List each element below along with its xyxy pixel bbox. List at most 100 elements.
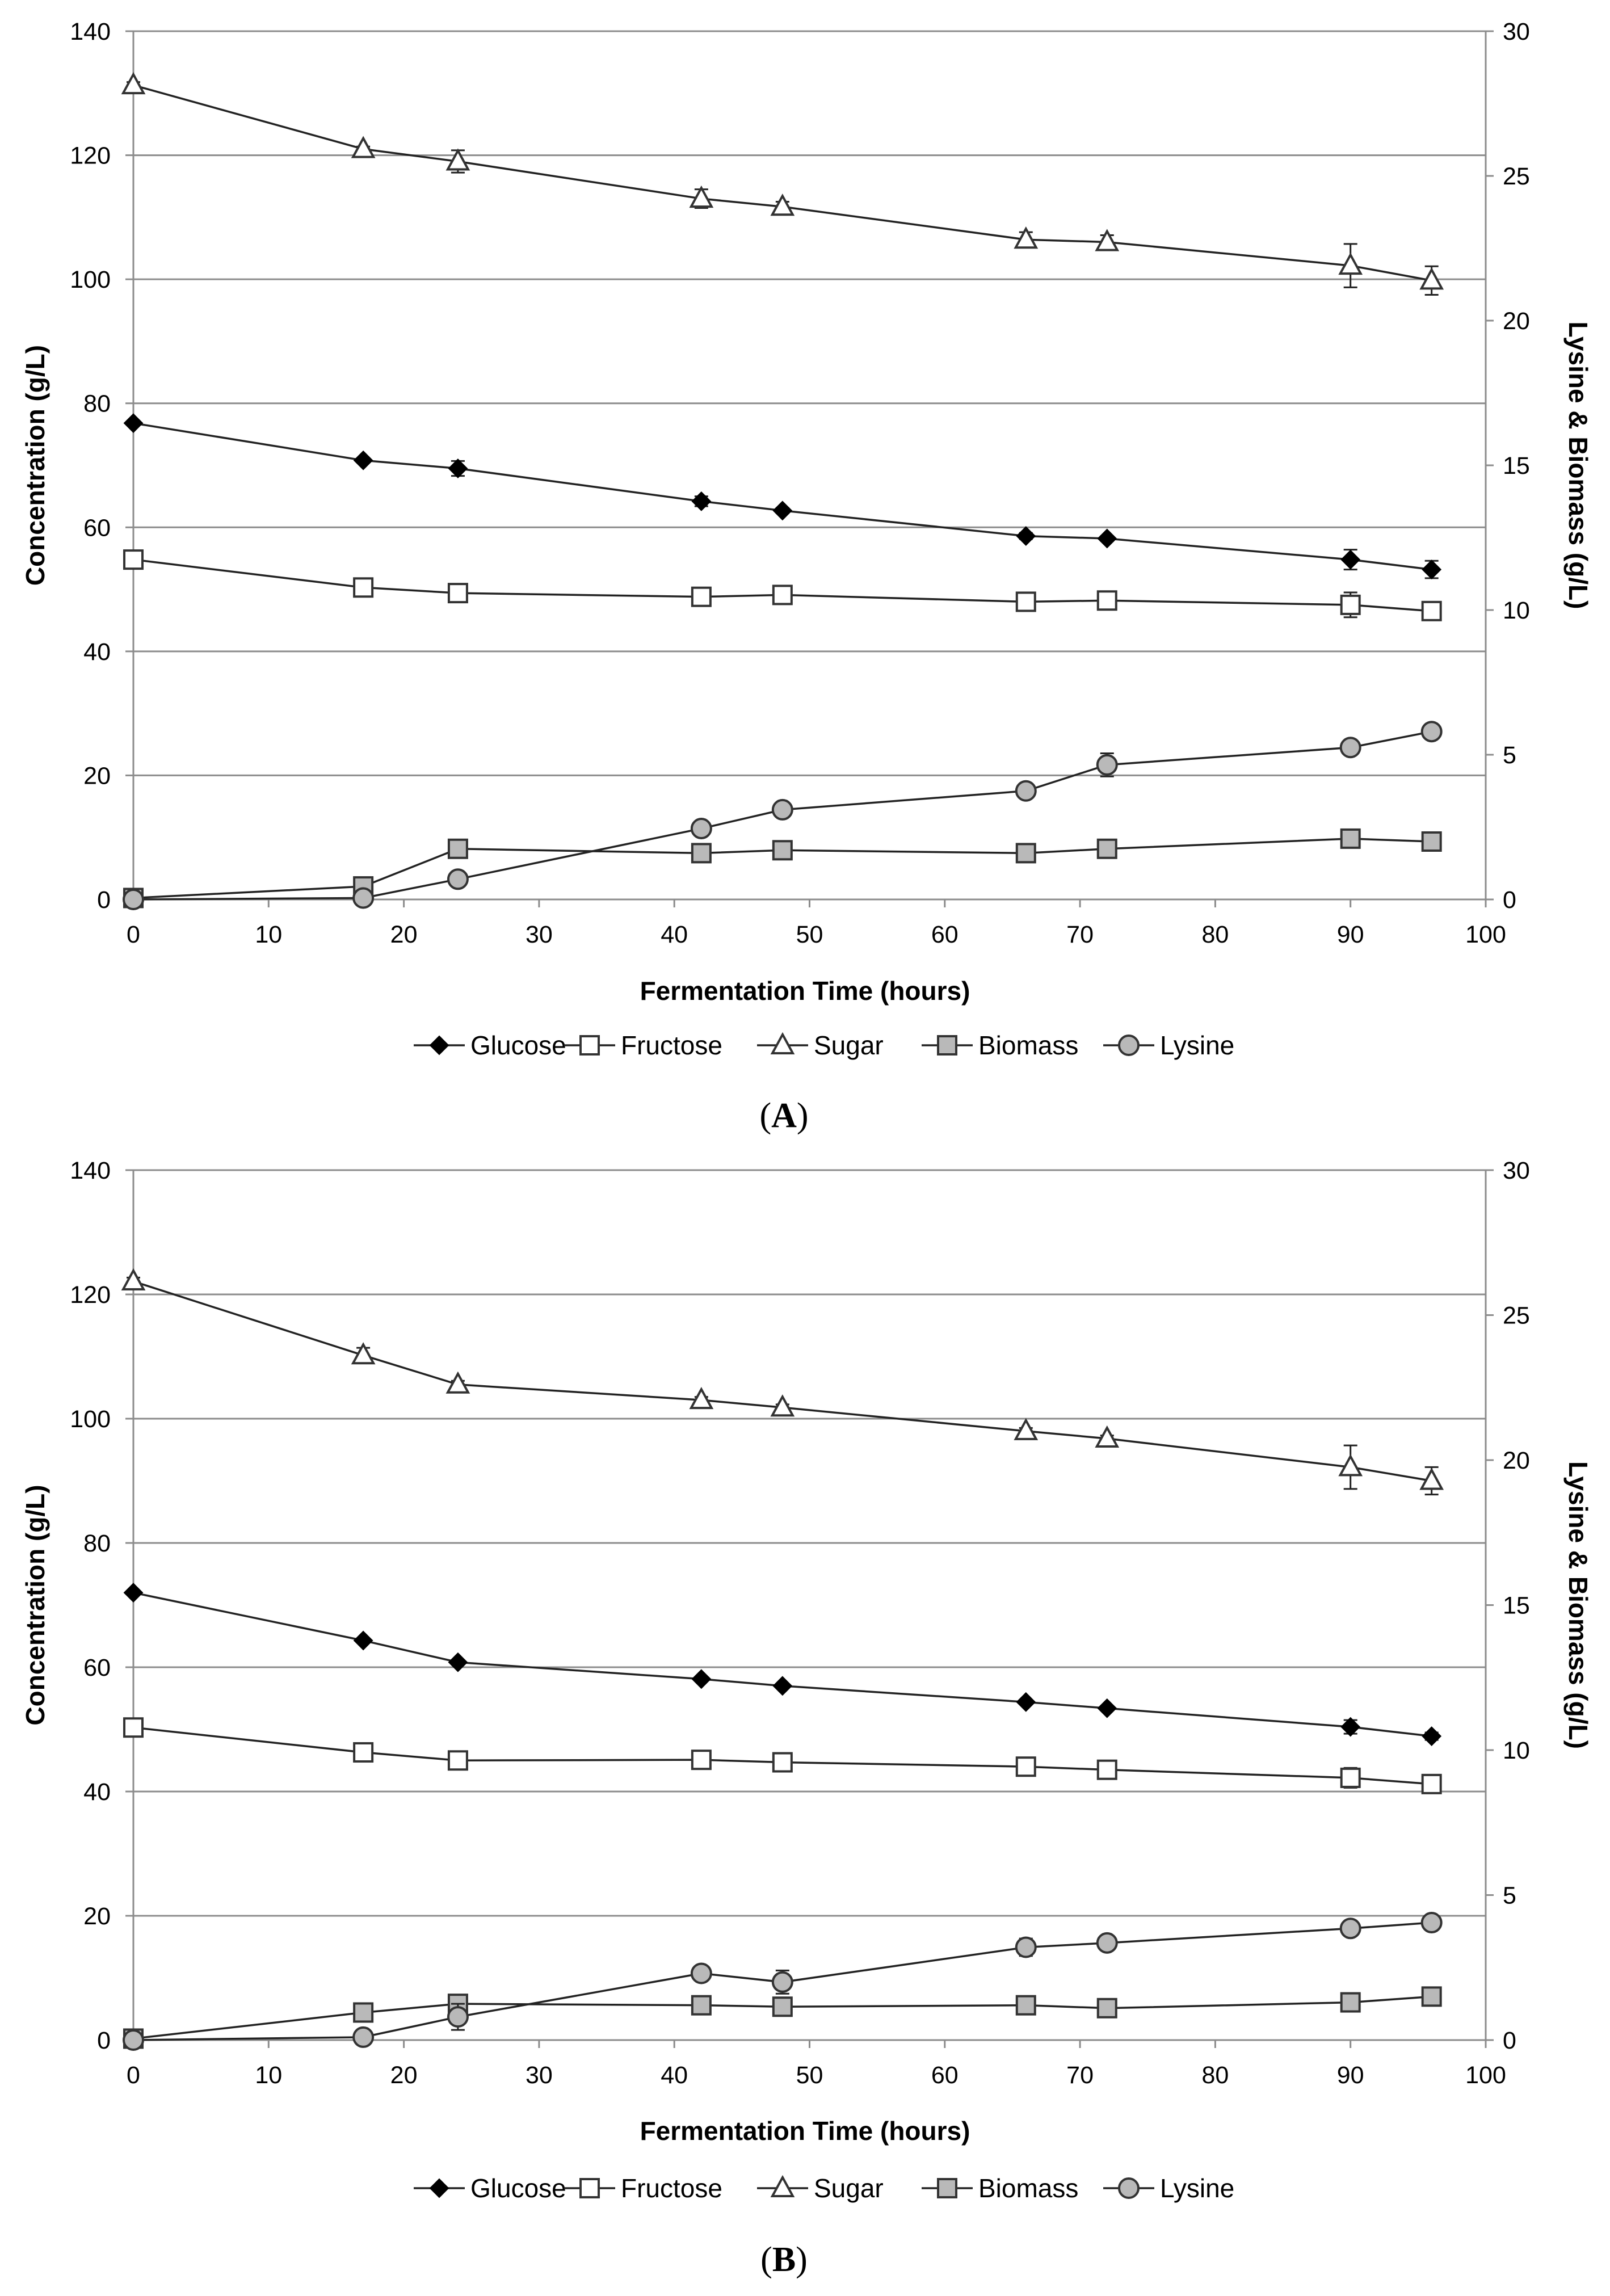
y2-tick-label: 25: [1503, 163, 1530, 190]
panel-label: (B): [760, 2240, 808, 2279]
y-tick-label: 140: [70, 18, 111, 45]
y2-tick-label: 25: [1503, 1302, 1530, 1330]
y-axis-title: Concentration (g/L): [20, 1485, 50, 1725]
sugar-point: [689, 185, 714, 208]
glucose-point: [691, 1669, 712, 1689]
sugar-point: [1014, 226, 1039, 249]
fructose-point: [772, 1752, 793, 1773]
y-tick-label: 40: [83, 1778, 111, 1806]
sugar-point: [1014, 1418, 1039, 1440]
lysine-point: [123, 2029, 144, 2051]
chart-panel-b: 0 20 40 60 80 100 120 140 0 5 10 15 20 25 30 0 10 20 30 40 5…: [20, 1157, 1593, 2279]
legend-label: Glucose: [470, 2173, 566, 2203]
y-tick-label: 60: [83, 514, 111, 541]
y2-tick-label: 5: [1503, 1882, 1516, 1910]
legend-label: Fructose: [621, 1031, 722, 1060]
y-tick-label: 120: [70, 1281, 111, 1309]
sugar-point: [1338, 252, 1363, 275]
glucose-point: [1097, 1698, 1117, 1718]
glucose-point: [1422, 1726, 1442, 1746]
panel-label-letter: A: [771, 1096, 797, 1135]
x-tick-label: 70: [1066, 921, 1094, 948]
legend-marker: [429, 1035, 449, 1056]
x-tick-label: 100: [1465, 2062, 1506, 2089]
fructose-point: [1096, 1759, 1117, 1780]
glucose-line: [133, 422, 1432, 571]
legend-item-lysine: Lysine: [1103, 2173, 1234, 2203]
legend-marker: [937, 2178, 957, 2198]
fructose-point: [1015, 1756, 1036, 1777]
y-tick-label: 80: [83, 390, 111, 418]
glucose-point: [353, 1630, 373, 1651]
sugar-point: [1095, 1425, 1120, 1448]
y2-tick-label: 10: [1503, 1737, 1530, 1764]
y-tick-label: 60: [83, 1654, 111, 1681]
legend-item-biomass: Biomass: [922, 2173, 1078, 2203]
legend-marker: [937, 1035, 957, 1056]
biomass-point: [1340, 828, 1361, 849]
series-fructose: [123, 1717, 1442, 1794]
series-glucose: [123, 413, 1442, 580]
lysine-point: [1015, 1936, 1037, 1958]
series-lysine: [123, 1912, 1443, 2051]
legend-marker: [1118, 2177, 1140, 2199]
lysine-point: [352, 887, 375, 909]
lysine-point: [1339, 737, 1361, 759]
series-sugar: [121, 72, 1444, 296]
series-glucose: [123, 1583, 1442, 1746]
legend-label: Sugar: [814, 2173, 884, 2203]
y-tick-label: 80: [83, 1530, 111, 1557]
fructose-point: [1340, 594, 1361, 615]
legend-marker: [770, 2175, 795, 2197]
biomass-point: [772, 840, 793, 861]
glucose-point: [1340, 1717, 1361, 1737]
x-tick-label: 80: [1201, 921, 1229, 948]
x-tick-label: 30: [526, 2062, 553, 2089]
sugar-point: [689, 1386, 714, 1410]
fructose-point: [353, 1742, 374, 1763]
x-tick-label: 50: [796, 2062, 823, 2089]
x-tick-label: 0: [127, 2062, 140, 2089]
sugar-point: [1419, 267, 1444, 290]
biomass-point: [1096, 1998, 1117, 2019]
legend-item-sugar: Sugar: [757, 1031, 884, 1060]
y2-tick-label: 0: [1503, 886, 1516, 914]
biomass-point: [1096, 838, 1117, 859]
x-tick-label: 20: [390, 2062, 418, 2089]
y-tick-label: 100: [70, 266, 111, 293]
biomass-point: [1015, 843, 1036, 864]
sugar-line: [133, 1280, 1432, 1482]
glucose-point: [123, 1583, 144, 1603]
x-axis-title: Fermentation Time (hours): [640, 976, 970, 1006]
y2-tick-label: 15: [1503, 452, 1530, 480]
y-tick-label: 120: [70, 142, 111, 170]
glucose-point: [353, 450, 373, 470]
legend-marker: [579, 2178, 600, 2198]
panel-label-letter: B: [772, 2240, 796, 2279]
sugar-line: [133, 84, 1432, 282]
glucose-point: [772, 501, 793, 521]
biomass-point: [353, 2002, 374, 2023]
fructose-point: [123, 549, 144, 570]
y2-tick-label: 5: [1503, 742, 1516, 769]
sugar-point: [1095, 229, 1120, 251]
legend-label: Lysine: [1160, 1031, 1234, 1060]
legend-item-glucose: Glucose: [414, 1031, 566, 1060]
y2-tick-label: 10: [1503, 597, 1530, 624]
legend-label: Biomass: [978, 2173, 1078, 2203]
legend-marker: [1118, 1035, 1140, 1056]
biomass-point: [1340, 1992, 1361, 2013]
biomass-point: [1421, 831, 1442, 852]
x-axis-title: Fermentation Time (hours): [640, 2116, 970, 2146]
lysine-point: [1015, 780, 1037, 802]
series-fructose: [123, 549, 1442, 621]
legend-marker: [579, 1035, 600, 1056]
fructose-point: [772, 584, 793, 605]
fructose-point: [1340, 1767, 1361, 1788]
fructose-point: [123, 1717, 144, 1738]
glucose-point: [1016, 526, 1036, 546]
lysine-point: [447, 2006, 469, 2028]
biomass-point: [691, 1995, 712, 2016]
sugar-point: [351, 136, 376, 158]
